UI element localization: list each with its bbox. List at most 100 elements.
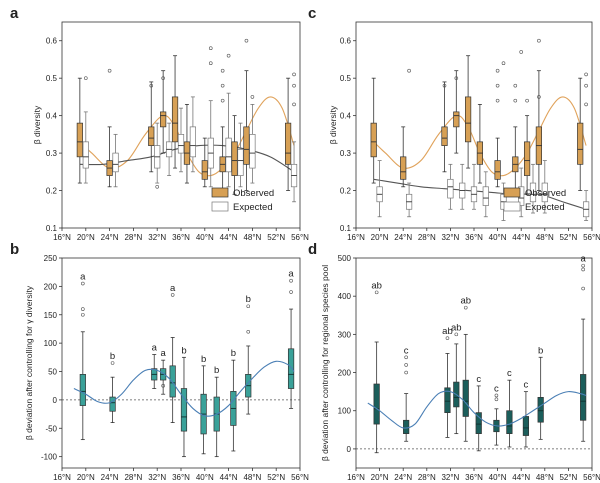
outlier-point <box>525 98 529 103</box>
box-expected <box>406 68 413 218</box>
significance-letter: c <box>494 383 499 394</box>
significance-letter: a <box>80 272 86 283</box>
box-observed <box>577 77 584 191</box>
outlier-point <box>149 83 154 88</box>
box-expected <box>225 53 232 188</box>
outlier-point <box>581 267 585 272</box>
box-iqr <box>169 365 176 398</box>
panel-letter: c <box>308 5 316 22</box>
box-teal: a <box>151 342 158 389</box>
box-observed <box>219 68 226 191</box>
x-tick-label: 52°N <box>559 233 577 242</box>
outlier-point <box>220 98 225 103</box>
box-observed <box>201 137 208 188</box>
box-observed <box>453 70 460 154</box>
y-tick-label: 150 <box>44 311 58 320</box>
outlier-point <box>407 68 411 73</box>
significance-letter: b <box>201 354 206 365</box>
outlier-point <box>81 281 85 286</box>
box-observed <box>106 68 113 188</box>
y-axis-label: β diversity <box>328 105 338 144</box>
outlier-point <box>292 83 296 88</box>
box-observed <box>183 104 191 184</box>
box-iqr <box>285 122 292 165</box>
significance-letter: a <box>170 283 176 294</box>
y-tick-label: 0 <box>347 445 352 454</box>
y-tick-label: 100 <box>44 339 58 348</box>
y-tick-label: 0.1 <box>46 224 58 233</box>
significance-letter: ab <box>451 322 462 333</box>
significance-letter: a <box>152 342 158 353</box>
box-iqr <box>475 412 482 434</box>
box-iqr <box>243 126 250 165</box>
outlier-point <box>537 95 541 99</box>
y-tick-label: 200 <box>338 369 352 378</box>
box-expected <box>82 76 89 184</box>
box-iqr <box>577 122 584 165</box>
x-tick-label: 56°N <box>583 233 600 242</box>
outlier-point <box>374 290 379 295</box>
panel-c: c 0.1 0.2 0.3 0.4 0.5 0.6 16°N 20°N 24°N 28°N 32°N 3… <box>308 5 600 242</box>
y-tick-label: -50 <box>45 424 57 433</box>
significance-letter: c <box>507 368 512 379</box>
x-tick-label: 28°N <box>124 473 142 482</box>
outlier-point <box>81 307 85 311</box>
outlier-point <box>463 305 468 310</box>
significance-letter: a <box>288 269 294 280</box>
y-tick-label: 0.3 <box>46 149 58 158</box>
outlier-point <box>208 61 213 66</box>
outlier-point <box>442 83 447 88</box>
x-tick-label: 24°N <box>101 233 119 242</box>
box-observed <box>160 70 167 154</box>
outlier-point <box>495 68 500 73</box>
outlier-point <box>519 50 524 54</box>
x-tick-label: 24°N <box>394 473 412 482</box>
y-tick-label: 400 <box>338 292 352 301</box>
legend-label: Expected <box>525 202 565 213</box>
box-observed <box>441 81 448 173</box>
x-tick-label: 36°N <box>172 473 190 482</box>
x-tick-label: 44°N <box>512 233 530 242</box>
x-tick-label: 24°N <box>101 473 119 482</box>
outlier-point <box>404 355 408 360</box>
outlier-point <box>246 329 251 334</box>
outlier-point <box>84 76 88 80</box>
outlier-point <box>292 102 296 107</box>
outlier-point <box>404 363 408 367</box>
box-iqr <box>580 374 587 421</box>
legend: Observed Expected <box>211 187 274 213</box>
x-tick-label: 56°N <box>583 473 600 482</box>
x-tick-label: 44°N <box>220 473 238 482</box>
x-tick-label: 20°N <box>371 233 389 242</box>
outlier-point <box>170 293 175 297</box>
outlier-point <box>581 263 585 268</box>
x-tick-label: 32°N <box>148 233 166 242</box>
trend-curve-observed <box>79 96 295 177</box>
box-observed <box>512 83 519 191</box>
y-tick-label: 50 <box>48 368 57 377</box>
significance-letter: c <box>404 345 409 356</box>
box-iqr <box>523 141 531 176</box>
x-tick-label: 40°N <box>196 473 214 482</box>
box-observed <box>76 77 83 184</box>
legend: Observed Expected <box>503 187 566 213</box>
box-iqr <box>529 182 537 203</box>
x-tick-label: 36°N <box>465 473 483 482</box>
box-observed <box>285 77 292 191</box>
box-expected <box>470 163 478 210</box>
outlier-point <box>404 370 408 375</box>
box-teal: b <box>200 354 207 455</box>
box-iqr <box>453 111 460 128</box>
panel-letter: a <box>10 5 19 22</box>
box-observed <box>465 55 472 169</box>
box-iqr <box>148 126 155 146</box>
outlier-point <box>220 83 225 88</box>
box-expected <box>290 72 298 203</box>
box-observed <box>231 115 238 195</box>
significance-letter: ab <box>371 280 382 291</box>
x-tick-label: 44°N <box>220 233 238 242</box>
x-tick-label: 28°N <box>418 473 436 482</box>
significance-letter: b <box>231 348 236 359</box>
box-iqr <box>441 126 448 146</box>
y-tick-label: 0.2 <box>46 187 58 196</box>
